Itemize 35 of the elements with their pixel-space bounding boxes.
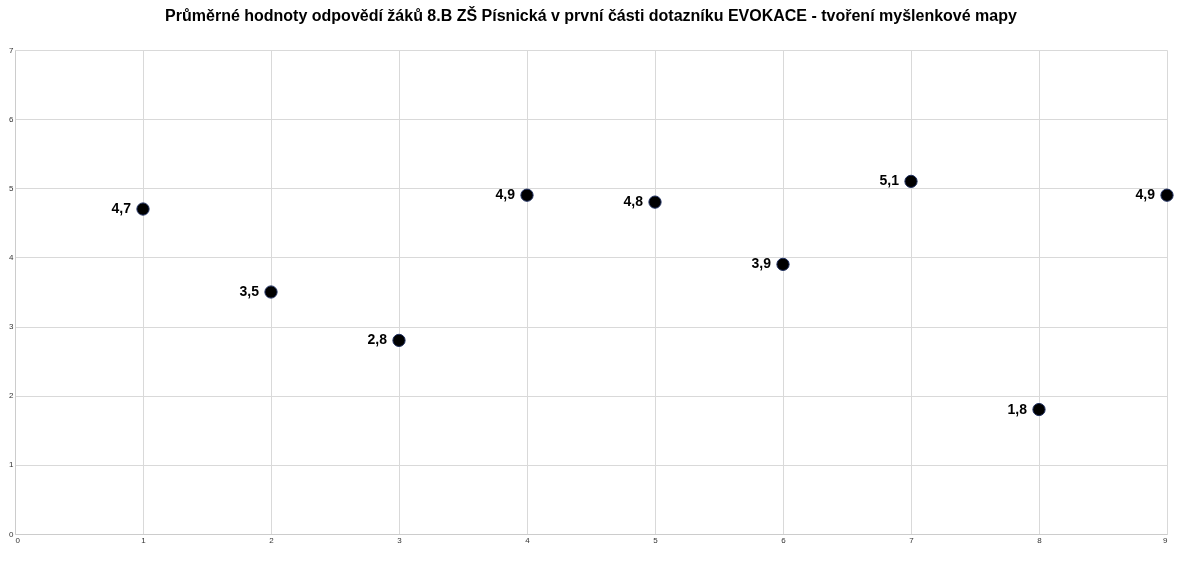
y-tick-label: 4 — [9, 252, 15, 262]
x-tick-label: 1 — [141, 535, 147, 545]
text: 3,9 — [751, 255, 771, 272]
y-tick-label: 7 — [9, 45, 15, 55]
y-tick-label: 2 — [9, 391, 15, 401]
x-tick-label: 3 — [397, 535, 403, 545]
x-tick-label: 2 — [269, 535, 275, 545]
text: 3,5 — [239, 283, 259, 299]
text: 5,1 — [879, 172, 899, 189]
point — [392, 333, 406, 348]
x-tick-label: 7 — [909, 535, 915, 545]
text: 4,9 — [495, 186, 515, 203]
point — [136, 202, 150, 216]
text: 4,7 — [111, 200, 131, 217]
point — [520, 188, 534, 202]
text: 4,8 — [623, 193, 643, 210]
chart-title: Průměrné hodnoty odpovědí žáků 8.B ZŠ Písnická v první části dotazníku EVOKACE - tvoření myšlenkové mapy — [165, 6, 1017, 24]
point — [264, 285, 278, 299]
x-tick-label: 4 — [525, 535, 531, 545]
text: 1,8 — [1007, 400, 1027, 417]
y-tick-label: 5 — [9, 183, 15, 193]
x-tick-label: 8 — [1037, 535, 1043, 545]
point — [1032, 402, 1046, 417]
text: 2,8 — [367, 331, 387, 348]
text: 4,9 — [1135, 186, 1155, 203]
point — [904, 174, 918, 188]
x-tick-label: 9 — [1163, 535, 1169, 545]
x-tick-label: 6 — [781, 535, 787, 545]
y-tick-label: 1 — [9, 460, 15, 470]
point — [648, 195, 662, 209]
y-tick-label: 6 — [9, 114, 15, 124]
point — [776, 257, 790, 271]
point — [1160, 188, 1174, 202]
x-tick-label: 5 — [653, 535, 659, 545]
y-tick-label: 3 — [9, 322, 15, 332]
